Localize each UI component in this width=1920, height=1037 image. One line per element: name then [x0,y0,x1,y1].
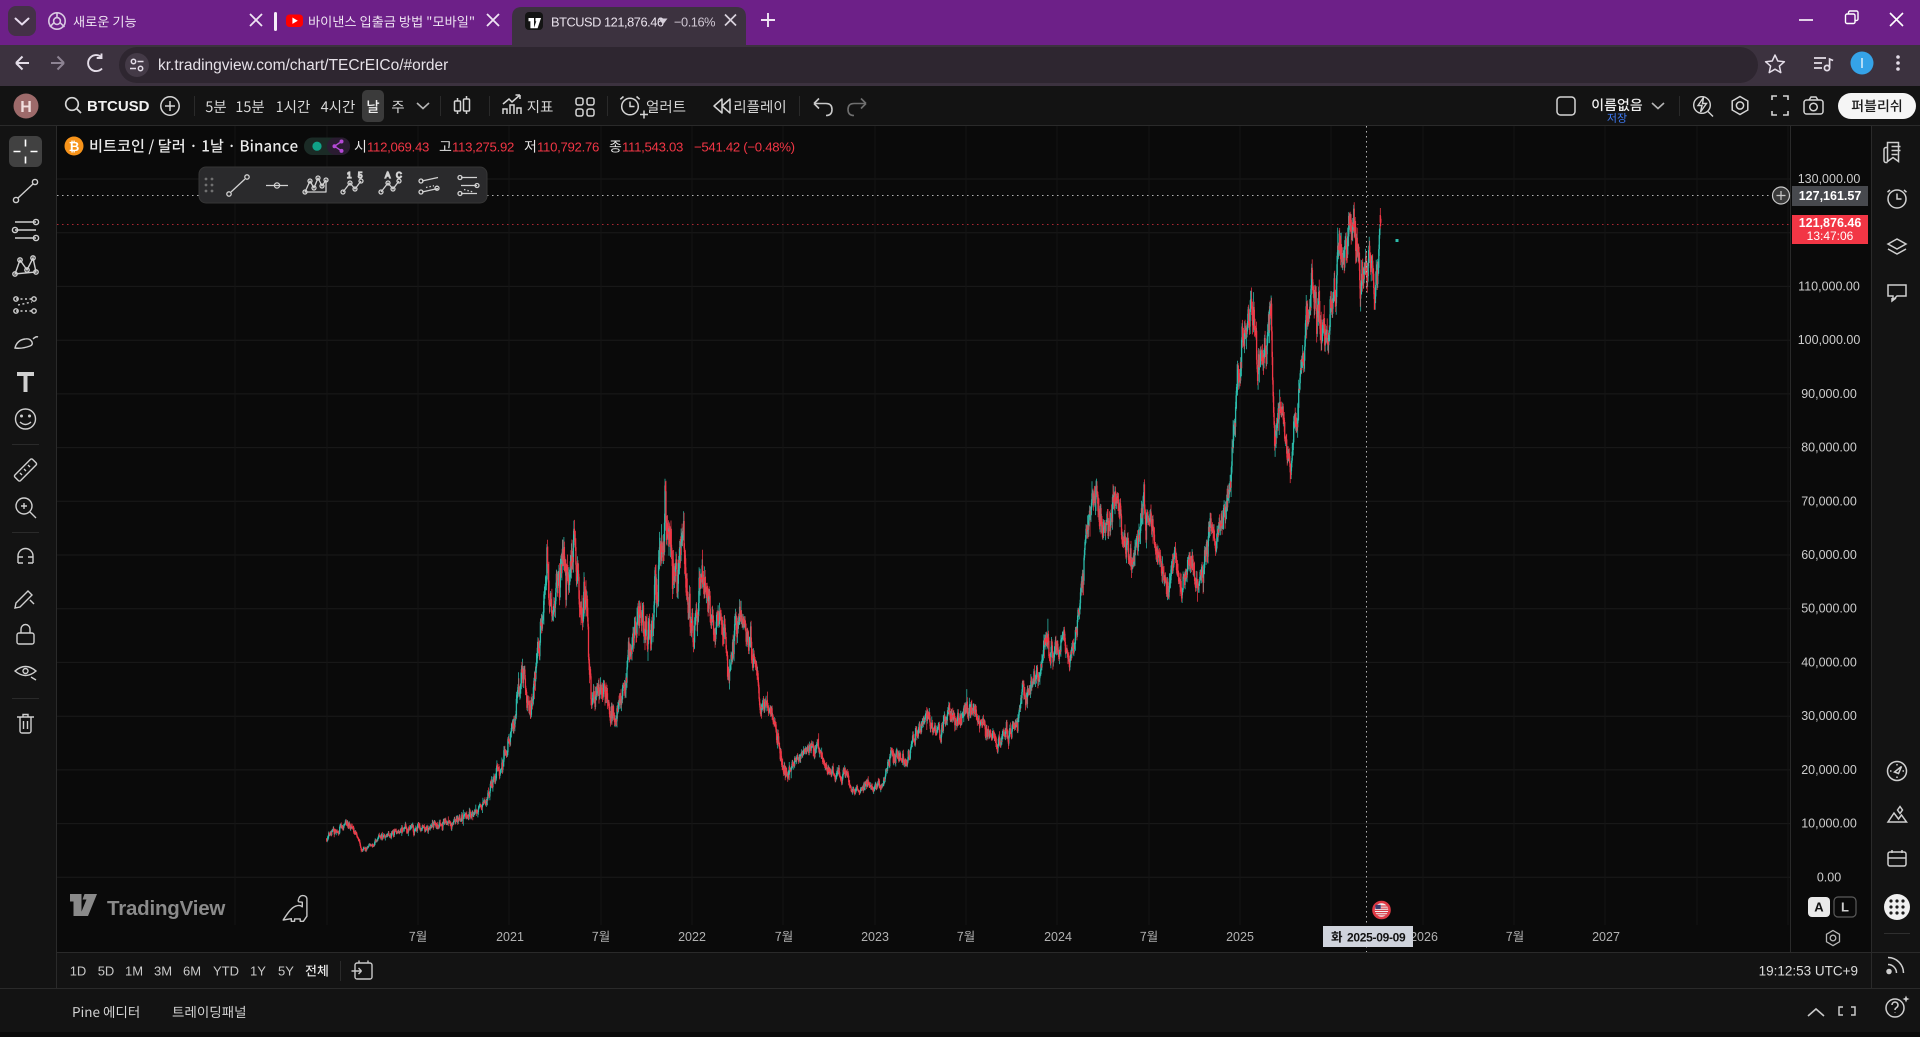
svg-text:60,000.00: 60,000.00 [1801,548,1857,562]
svg-text:2025-09-09: 2025-09-09 [1347,931,1406,945]
svg-text:110,792.76: 110,792.76 [537,140,599,155]
svg-text:TradingView: TradingView [107,897,225,920]
svg-text:−0.16%: −0.16% [674,15,715,30]
svg-text:₿: ₿ [69,139,80,154]
svg-text:80,000.00: 80,000.00 [1801,441,1857,455]
svg-text:3M: 3M [154,964,172,979]
svg-text:1D: 1D [70,964,87,979]
svg-text:2025: 2025 [1226,930,1254,944]
svg-text:10,000.00: 10,000.00 [1801,817,1857,831]
svg-text:A: A [385,171,391,180]
svg-text:BTCUSD: BTCUSD [87,98,150,115]
svg-text:70,000.00: 70,000.00 [1801,494,1857,508]
svg-text:5: 5 [358,171,363,180]
svg-text:L: L [1841,900,1849,915]
svg-text:l: l [1861,56,1864,71]
svg-text:1: 1 [347,171,352,180]
svg-text:50,000.00: 50,000.00 [1801,602,1857,616]
svg-text:BTCUSD 121,876.46: BTCUSD 121,876.46 [551,15,664,30]
svg-text:112,069.43: 112,069.43 [367,140,429,155]
svg-text:2023: 2023 [861,930,889,944]
svg-text:2022: 2022 [678,930,706,944]
svg-text:5D: 5D [98,964,115,979]
svg-text:YTD: YTD [213,964,239,979]
svg-text:113,275.92: 113,275.92 [452,140,514,155]
svg-text:kr.tradingview.com/chart/TECrE: kr.tradingview.com/chart/TECrEICo/#order [158,57,448,74]
svg-text:A: A [1814,900,1824,915]
svg-text:90,000.00: 90,000.00 [1801,387,1857,401]
svg-text:H: H [20,99,32,116]
svg-text:2027: 2027 [1592,930,1620,944]
svg-text:1Y: 1Y [250,964,266,979]
svg-text:30,000.00: 30,000.00 [1801,709,1857,723]
svg-text:−541.42 (−0.48%): −541.42 (−0.48%) [694,140,795,155]
svg-text:2021: 2021 [496,930,524,944]
svg-text:0.00: 0.00 [1817,870,1841,884]
svg-text:127,161.57: 127,161.57 [1799,189,1862,203]
svg-text:100,000.00: 100,000.00 [1798,333,1861,347]
svg-text:130,000.00: 130,000.00 [1798,172,1861,186]
svg-text:40,000.00: 40,000.00 [1801,655,1857,669]
svg-text:19:12:53 UTC+9: 19:12:53 UTC+9 [1759,964,1858,979]
svg-text:110,000.00: 110,000.00 [1798,279,1860,293]
svg-text:1M: 1M [125,964,143,979]
svg-text:6M: 6M [183,964,201,979]
svg-text:121,876.46: 121,876.46 [1799,216,1862,230]
svg-text:2026: 2026 [1410,930,1438,944]
svg-text:20,000.00: 20,000.00 [1801,763,1857,777]
svg-text:C: C [396,171,402,180]
svg-text:13:47:06: 13:47:06 [1807,229,1854,243]
svg-text:5Y: 5Y [278,964,294,979]
svg-text:2024: 2024 [1044,930,1072,944]
svg-text:111,543.03: 111,543.03 [622,140,683,155]
